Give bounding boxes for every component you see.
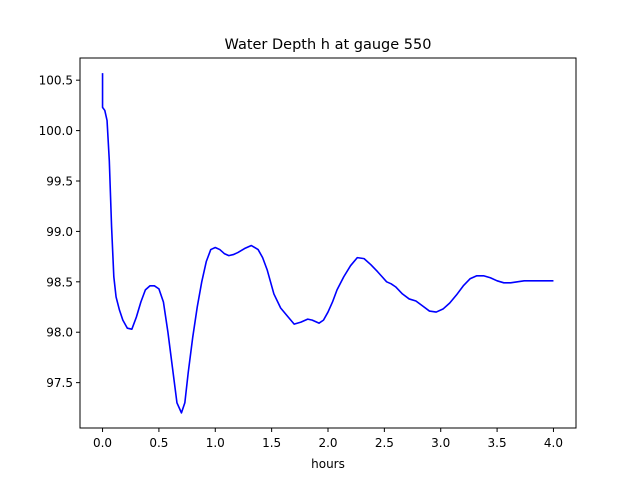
x-tick-label: 3.5 [488, 436, 507, 450]
x-tick-label: 4.0 [544, 436, 563, 450]
y-tick-label: 99.0 [46, 225, 73, 239]
y-axis-ticks: 97.5 98.0 98.5 99.0 99.5 100.0 100.5 [39, 74, 80, 390]
x-tick-label: 0.5 [149, 436, 168, 450]
y-tick-label: 98.5 [46, 275, 73, 289]
y-tick-label: 100.5 [39, 74, 73, 88]
x-tick-label: 3.0 [431, 436, 450, 450]
y-tick-label: 98.0 [46, 326, 73, 340]
plot-area-frame [79, 57, 577, 429]
x-tick-label: 1.5 [262, 436, 281, 450]
series-line [101, 73, 554, 414]
series-group [101, 73, 554, 414]
y-tick-label: 99.5 [46, 174, 73, 188]
y-tick-label: 97.5 [46, 376, 73, 390]
x-tick-label: 2.0 [318, 436, 337, 450]
x-tick-label: 1.0 [206, 436, 225, 450]
x-axis-label: hours [311, 457, 345, 471]
y-tick-label: 100.0 [39, 124, 73, 138]
x-axis-ticks: 0.0 0.5 1.0 1.5 2.0 2.5 3.0 3.5 4.0 [93, 428, 563, 450]
chart-title: Water Depth h at gauge 550 [225, 37, 432, 53]
x-tick-label: 0.0 [93, 436, 112, 450]
x-tick-label: 2.5 [375, 436, 394, 450]
